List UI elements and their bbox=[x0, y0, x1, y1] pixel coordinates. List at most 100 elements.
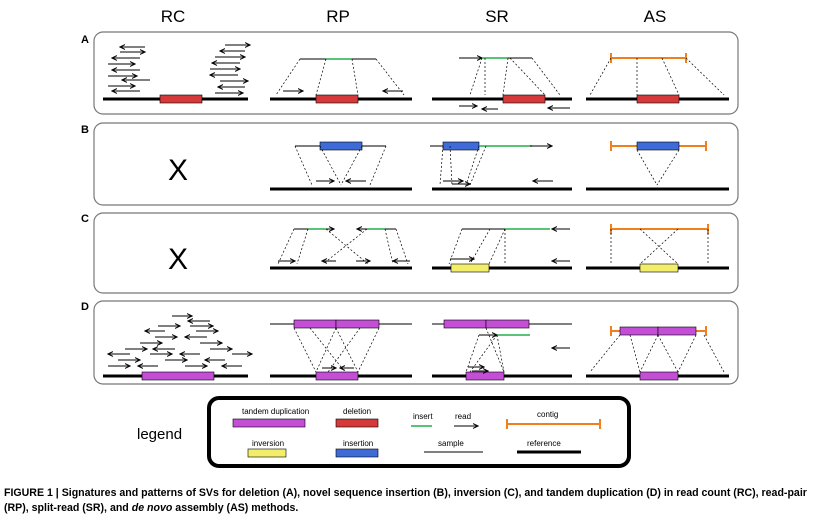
projection-line bbox=[509, 57, 546, 96]
projection-line bbox=[449, 145, 453, 186]
reads-group bbox=[108, 45, 250, 93]
projection-line bbox=[661, 57, 680, 96]
projection-line bbox=[685, 57, 725, 96]
projection-line bbox=[589, 57, 612, 96]
inversion-segment bbox=[639, 263, 679, 273]
not-applicable-mark-c: X bbox=[168, 243, 188, 276]
projection-line bbox=[469, 57, 483, 96]
tandem-duplication-segment bbox=[293, 319, 337, 329]
deletion-segment bbox=[502, 94, 546, 104]
legend-swatch-inversion bbox=[247, 448, 287, 458]
projection-line bbox=[439, 145, 444, 186]
figure-caption: FIGURE 1 | Signatures and patterns of SV… bbox=[4, 486, 820, 516]
projection-line bbox=[322, 228, 368, 265]
column-header-as: AS bbox=[644, 7, 667, 26]
projection-line bbox=[375, 58, 405, 96]
panel-d bbox=[93, 300, 739, 385]
projection-line bbox=[636, 149, 658, 186]
projection-line bbox=[488, 228, 506, 265]
row-label-c: C bbox=[81, 213, 89, 225]
row-a-rc bbox=[103, 45, 250, 104]
row-d-as bbox=[586, 326, 729, 381]
row-b-rp bbox=[270, 141, 412, 191]
projection-line bbox=[309, 327, 346, 373]
projection-line bbox=[502, 57, 509, 96]
panel-b bbox=[93, 122, 739, 206]
caption-lead: FIGURE 1 | Signatures and patterns of SV… bbox=[4, 487, 807, 514]
projection-line bbox=[465, 334, 480, 373]
row-label-a: A bbox=[81, 34, 89, 46]
projection-line bbox=[656, 149, 680, 186]
legend-swatch-deletion bbox=[335, 418, 379, 428]
legend-label-tandem-duplication: tandem duplication bbox=[242, 407, 309, 416]
tandem-duplication-segment bbox=[315, 371, 359, 381]
projection-line bbox=[351, 58, 359, 96]
projection-line bbox=[639, 228, 679, 265]
row-label-d: D bbox=[81, 301, 89, 313]
projection-line bbox=[657, 334, 679, 373]
projection-line bbox=[335, 327, 359, 373]
legend-swatch-tandem-duplication bbox=[232, 418, 306, 428]
row-c-as bbox=[586, 224, 729, 273]
projection-line bbox=[357, 327, 380, 373]
legend-box bbox=[207, 396, 631, 468]
projection-line bbox=[395, 228, 409, 265]
column-header-rp: RP bbox=[326, 7, 350, 26]
projection-line bbox=[469, 145, 487, 186]
panel-c bbox=[93, 212, 739, 294]
tandem-duplication-segment bbox=[619, 326, 659, 336]
row-b-sr bbox=[430, 141, 572, 191]
legend-label-inversion: inversion bbox=[252, 439, 284, 448]
projection-line bbox=[369, 145, 387, 186]
projection-line bbox=[629, 334, 641, 373]
insertion-segment bbox=[636, 141, 680, 151]
row-a-rp bbox=[270, 58, 412, 104]
deletion-segment bbox=[315, 94, 359, 104]
tandem-duplication-segment bbox=[141, 371, 215, 381]
projection-line bbox=[315, 58, 327, 96]
row-d-rp bbox=[270, 319, 412, 381]
row-a-sr bbox=[432, 58, 572, 109]
legend-label-deletion: deletion bbox=[343, 407, 371, 416]
projection-line bbox=[325, 228, 369, 265]
tandem-duplication-segment bbox=[485, 319, 530, 329]
projection-line bbox=[340, 145, 363, 186]
projection-line bbox=[703, 334, 725, 373]
tandem-duplication-segment bbox=[657, 326, 697, 336]
insertion-segment bbox=[319, 141, 363, 151]
projection-line bbox=[296, 228, 309, 265]
tandem-duplication-segment bbox=[639, 371, 679, 381]
legend-label-insert: insert bbox=[413, 412, 433, 421]
projection-line bbox=[496, 334, 505, 373]
projection-line bbox=[639, 334, 659, 373]
row-label-b: B bbox=[81, 124, 89, 136]
projection-line bbox=[589, 334, 621, 373]
tandem-duplication-segment bbox=[465, 371, 505, 381]
projection-line bbox=[465, 145, 480, 186]
panel-a bbox=[93, 31, 739, 115]
row-d-rc bbox=[103, 316, 252, 381]
row-d-sr bbox=[432, 319, 572, 381]
legend-label-reference: reference bbox=[527, 439, 561, 448]
projection-line bbox=[277, 228, 295, 265]
projection-line bbox=[531, 57, 561, 96]
legend-label-insertion: insertion bbox=[343, 439, 373, 448]
row-a-as bbox=[586, 53, 729, 104]
legend-swatch-insertion bbox=[335, 448, 379, 458]
projection-line bbox=[315, 327, 337, 373]
legend-label-read: read bbox=[455, 412, 471, 421]
projection-line bbox=[677, 334, 697, 373]
insertion-segment bbox=[442, 141, 480, 151]
projection-line bbox=[327, 327, 361, 373]
legend-label-sample: sample bbox=[438, 439, 464, 448]
row-b-as bbox=[586, 141, 729, 191]
column-header-rc: RC bbox=[161, 7, 186, 26]
deletion-segment bbox=[636, 94, 680, 104]
row-c-rp bbox=[270, 228, 412, 270]
inversion-segment bbox=[450, 263, 490, 273]
legend-label-contig: contig bbox=[537, 410, 558, 419]
caption-tail: assembly (AS) methods. bbox=[172, 502, 299, 514]
caption-italic: de novo bbox=[131, 502, 173, 514]
tandem-duplication-segment bbox=[335, 319, 380, 329]
